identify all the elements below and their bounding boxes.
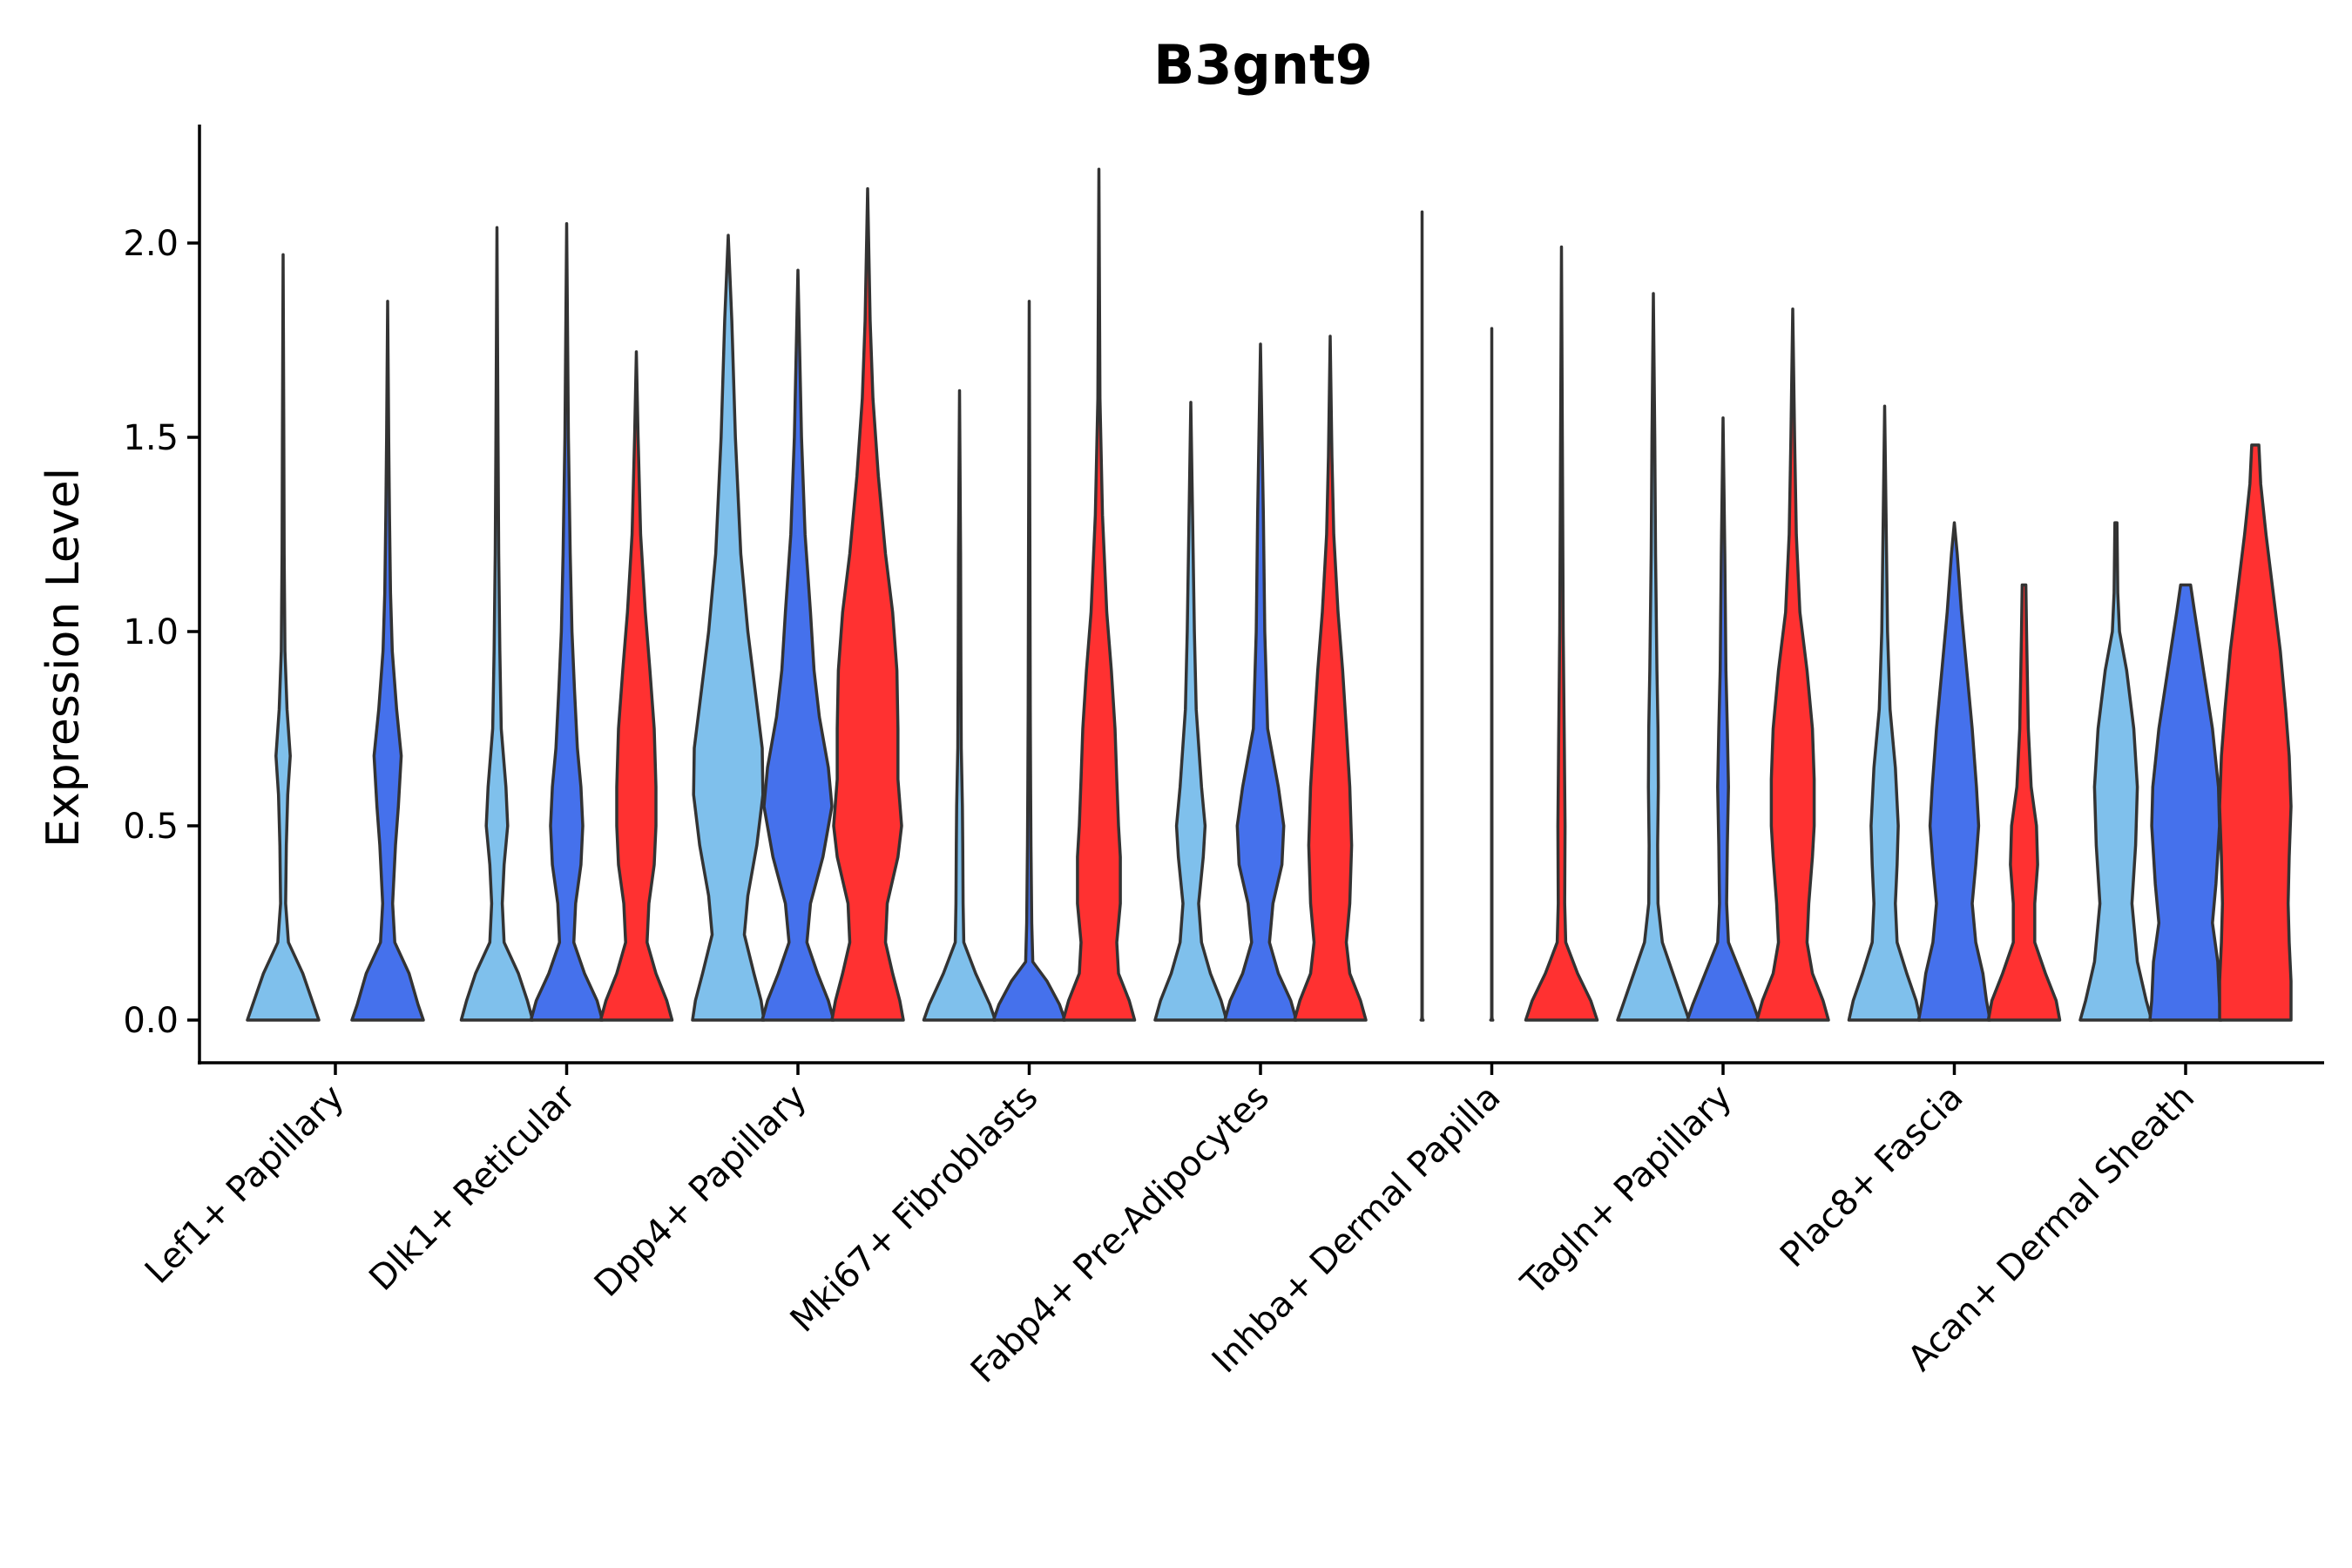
x-tick-label: Lef1+ Papillary <box>138 1078 352 1292</box>
violin-shape <box>991 300 1067 1022</box>
violin-shape <box>1223 342 1298 1022</box>
violin-shape <box>1524 245 1599 1022</box>
y-axis-label: Expression Level <box>37 468 90 848</box>
violin-shape <box>2148 583 2223 1022</box>
violin-shape <box>246 253 321 1022</box>
violin-shape <box>1916 521 1992 1022</box>
violin-shape <box>1686 416 1761 1022</box>
violin-shape <box>1489 327 1495 1022</box>
x-tick-label: Mki67+ Fibroblasts <box>783 1078 1046 1341</box>
violin-shape <box>350 300 425 1022</box>
violin-shape <box>2218 443 2293 1022</box>
violin-group <box>246 167 2293 1022</box>
x-tick-label: Dlk1+ Reticular <box>362 1077 584 1299</box>
y-tick-label: 2.0 <box>123 224 179 264</box>
violin-shape <box>1293 335 1368 1022</box>
violin-shape <box>2078 521 2153 1022</box>
y-tick-label: 0.5 <box>123 807 179 847</box>
violin-shape <box>760 268 835 1022</box>
chart-title: B3gnt9 <box>1153 33 1373 97</box>
x-ticks: Lef1+ Papillary Dlk1+ Reticular Dpp4+ Papi… <box>138 1063 2202 1391</box>
violin-shape <box>830 186 905 1022</box>
violin-shape <box>1616 292 1691 1022</box>
y-tick-label: 0.0 <box>123 1001 179 1041</box>
x-tick-label: Dpp4+ Papillary <box>587 1078 814 1305</box>
y-tick-label: 1.0 <box>123 612 179 652</box>
violin-shape <box>1153 401 1228 1022</box>
violin-shape <box>1755 308 1830 1022</box>
violin-shape <box>1847 404 1923 1022</box>
violin-shape <box>1419 210 1425 1022</box>
violin-shape <box>598 350 674 1022</box>
violin-shape <box>529 221 605 1022</box>
y-tick-label: 1.5 <box>123 418 179 458</box>
x-tick-label: Tagln+ Papillary <box>1513 1078 1740 1304</box>
violin-shape <box>459 226 535 1022</box>
violin-shape <box>1061 167 1137 1022</box>
violin-shape <box>922 389 997 1022</box>
x-tick-label: Plac8+ Fascia <box>1773 1078 1971 1276</box>
violin-shape <box>1986 583 2062 1022</box>
violin-shape <box>691 233 766 1022</box>
y-ticks: 0.0 0.5 1.0 1.5 2.0 <box>123 224 199 1041</box>
